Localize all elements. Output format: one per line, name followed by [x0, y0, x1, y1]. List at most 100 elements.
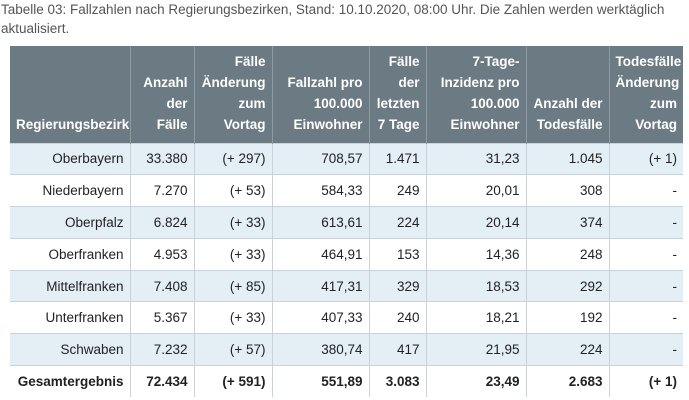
table-cell: 7.408	[129, 269, 194, 302]
table-cell: 3.083	[368, 365, 426, 398]
table-caption: Tabelle 03: Fallzahlen nach Regierungsbe…	[1, 2, 665, 36]
table-cell: -	[608, 237, 683, 271]
column-header-line: Todesfälle	[615, 53, 682, 69]
table-cell: 7.232	[129, 333, 194, 366]
table-cell: 33.380	[129, 142, 194, 175]
table-cell: 417,31	[271, 269, 369, 302]
column-header-line: Fallzahl pro	[287, 74, 363, 90]
table-cell: 329	[368, 269, 426, 302]
table-header: Regierungsbezirk Anzahl der Fälle Fälle Änder…	[10, 46, 683, 143]
total-row: Gesamtergebnis 72.434 (+ 591) 551,89 3.083 23…	[10, 365, 683, 398]
table-cell: 6.824	[129, 206, 194, 239]
column-header: Fälle der letzten 7 Tage	[368, 46, 426, 143]
column-header-line: Anzahl der	[533, 95, 603, 111]
table-cell: -	[608, 206, 683, 239]
table-cell: 374	[525, 206, 609, 239]
column-header-line: der	[398, 74, 420, 90]
table-cell: 4.953	[129, 237, 194, 271]
table-cell: Oberbayern	[10, 142, 130, 175]
table-body: Oberbayern 33.380 (+ 297) 708,57 1.471 31,23 1…	[10, 142, 683, 398]
case-numbers-table: Regierungsbezirk Anzahl der Fälle Fälle Änder…	[10, 46, 683, 398]
column-header-line: Vortag	[223, 116, 266, 132]
column-header: Anzahl der Todesfälle	[525, 46, 609, 143]
column-header-line: 100.000	[470, 95, 520, 111]
table-cell: (+ 591)	[193, 365, 272, 398]
table-cell: 249	[368, 174, 426, 207]
column-header-line: Einwohner	[450, 116, 520, 132]
column-header-line: 7-Tage-	[472, 53, 520, 69]
table-cell: Niederbayern	[10, 174, 130, 207]
table-cell: 708,57	[271, 142, 369, 175]
table-cell: 613,61	[271, 206, 369, 239]
column-header-line: Inzidenz pro	[440, 74, 520, 90]
column-header-line: der	[166, 95, 188, 111]
table-cell: 20,01	[425, 174, 526, 207]
column-header-line: Fälle	[388, 53, 420, 69]
column-header-line: zum Vortag	[635, 95, 677, 132]
header-row: Regierungsbezirk Anzahl der Fälle Fälle Änder…	[10, 46, 683, 143]
column-header-line: Einwohner	[293, 116, 363, 132]
table-cell: (+ 57)	[193, 333, 272, 366]
column-header: Regierungsbezirk	[10, 46, 130, 143]
column-header: Anzahl der Fälle	[129, 46, 194, 143]
column-header-line: 7 Tage	[377, 116, 420, 132]
table-cell: 153	[368, 237, 426, 271]
column-header-line: letzten	[376, 95, 420, 111]
table-cell: -	[608, 333, 683, 366]
table-cell: 5.367	[129, 301, 194, 334]
column-header-line: zum	[238, 95, 266, 111]
table-row: Mittelfranken 7.408 (+ 85) 417,31 329 18,53 29…	[10, 269, 683, 302]
column-header-line: Anzahl	[143, 74, 188, 90]
table-cell: 18,53	[425, 269, 526, 302]
table-cell: 192	[525, 301, 609, 334]
column-header: Todesfälle Änderung zum Vortag	[608, 46, 683, 143]
table-cell: -	[608, 269, 683, 302]
table-cell: -	[608, 174, 683, 207]
table-cell: Oberpfalz	[10, 206, 130, 239]
table-cell: 1.471	[368, 142, 426, 175]
table-cell: 23,49	[425, 365, 526, 398]
table-cell: Oberfranken	[10, 237, 130, 271]
table-cell: 224	[368, 206, 426, 239]
table-cell: Mittelfranken	[10, 269, 130, 302]
table-cell: 224	[525, 333, 609, 366]
table-cell: (+ 297)	[193, 142, 272, 175]
table-cell: (+ 1)	[608, 142, 683, 175]
table-cell: 2.683	[525, 365, 609, 398]
column-header: Fälle Änderung zum Vortag	[193, 46, 272, 143]
column-header: Fallzahl pro 100.000 Einwohner	[271, 46, 369, 143]
table-cell: (+ 53)	[193, 174, 272, 207]
table-cell: (+ 33)	[193, 206, 272, 239]
table-cell: 464,91	[271, 237, 369, 271]
table-cell: 18,21	[425, 301, 526, 334]
table-cell: Schwaben	[10, 333, 130, 366]
column-header-line: Fälle	[156, 116, 188, 132]
column-header-line: Todesfälle	[536, 116, 603, 132]
table-cell: 380,74	[271, 333, 369, 366]
table-cell: 308	[525, 174, 609, 207]
table-cell: Unterfranken	[10, 301, 130, 334]
column-header-line: Änderung	[201, 74, 266, 90]
table-cell: (+ 1)	[608, 365, 683, 398]
table-cell: 240	[368, 301, 426, 334]
column-header: 7-Tage- Inzidenz pro 100.000 Einwohner	[425, 46, 526, 143]
table-cell: 248	[525, 237, 609, 271]
table-row: Schwaben 7.232 (+ 57) 380,74 417 21,95 224-	[10, 333, 683, 366]
table-cell: 7.270	[129, 174, 194, 207]
table-cell: 14,36	[425, 237, 526, 271]
table-cell: (+ 85)	[193, 269, 272, 302]
table-cell: 21,95	[425, 333, 526, 366]
table-cell: 417	[368, 333, 426, 366]
column-header-line: 100.000	[313, 95, 363, 111]
table-cell: (+ 33)	[193, 237, 272, 271]
table-row: Oberbayern 33.380 (+ 297) 708,57 1.471 31,23 1…	[10, 142, 683, 175]
table-cell: -	[608, 301, 683, 334]
table-cell: 584,33	[271, 174, 369, 207]
table-cell: 551,89	[271, 365, 369, 398]
table-cell: 407,33	[271, 301, 369, 334]
table-cell: (+ 33)	[193, 301, 272, 334]
table-row: Unterfranken 5.367 (+ 33) 407,33 240 18,21 192…	[10, 301, 683, 334]
column-header-line: Regierungsbezirk	[16, 116, 130, 132]
table-cell: Gesamtergebnis	[10, 365, 130, 398]
table-cell: 72.434	[129, 365, 194, 398]
